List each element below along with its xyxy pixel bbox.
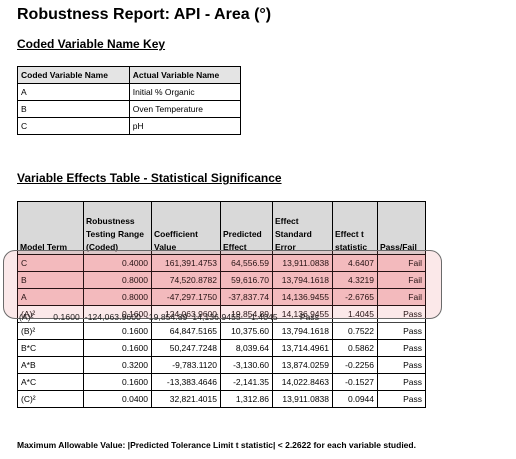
key-cell-actual: pH — [128, 117, 242, 135]
cell-standard-error: 13,794.1618 — [272, 322, 333, 340]
cell-coefficient: -9,783.1120 — [151, 356, 221, 374]
effects-header-model-term: Model Term — [17, 201, 84, 255]
cell-standard-error: 13,794.1618 — [272, 271, 333, 289]
cell-coefficient: -47,297.1750 — [151, 288, 221, 306]
cell-predicted-effect: 10,375.60 — [220, 322, 273, 340]
cell-range: 0.1600 — [83, 373, 152, 391]
cell-range: 0.4000 — [83, 254, 152, 272]
cell-predicted-effect: 8,039.64 — [220, 339, 273, 357]
cell-pass-fail: Fail — [377, 254, 426, 272]
variable-effects-heading: Variable Effects Table - Statistical Sig… — [17, 171, 282, 185]
key-header-coded: Coded Variable Name — [17, 66, 130, 84]
key-cell-coded: C — [17, 117, 130, 135]
cell-predicted-effect: -37,837.74 — [220, 288, 273, 306]
cell-standard-error: 14,136.9455 — [272, 288, 333, 306]
cell-range: 0.1600 — [83, 339, 152, 357]
cell-pass-fail: Pass — [377, 322, 426, 340]
cell-pass-fail: Pass — [377, 356, 426, 374]
cell-pass-fail: Fail — [377, 288, 426, 306]
cell-standard-error: 13,911.0838 — [272, 390, 333, 408]
effects-row: A*C 0.1600 -13,383.4646 -2,141.35 14,022.846… — [17, 373, 426, 391]
cell-pass-fail: Pass — [377, 339, 426, 357]
cell-standard-error: 14,022.8463 — [272, 373, 333, 391]
cell-t-statistic: 4.3219 — [332, 271, 378, 289]
cell-t-statistic: -2.6765 — [332, 288, 378, 306]
cell-coefficient: 161,391.4753 — [151, 254, 221, 272]
cell-model-term: (C)² — [17, 390, 84, 408]
cell-model-term: B — [17, 271, 84, 289]
cell-predicted-effect: 19,854.89 — [220, 305, 273, 323]
cell-coefficient: 32,821.4015 — [151, 390, 221, 408]
cell-t-statistic: 0.7522 — [332, 322, 378, 340]
key-cell-coded: A — [17, 83, 130, 101]
cell-range: 0.8000 — [83, 288, 152, 306]
key-cell-actual: Oven Temperature — [128, 100, 242, 118]
cell-standard-error: 14,136.9455 — [272, 305, 333, 323]
key-cell-coded: B — [17, 100, 130, 118]
cell-t-statistic: 0.0944 — [332, 390, 378, 408]
effects-row: A*B 0.3200 -9,783.1120 -3,130.60 13,874.0259… — [17, 356, 426, 374]
variable-effects-table: Model Term Robustness Testing Range (Cod… — [17, 201, 426, 408]
effects-row: (A)² 0.1600 124,063.9600 19,854.89 14,136.94… — [17, 305, 426, 323]
key-cell-actual: Initial % Organic — [128, 83, 242, 101]
cell-model-term: (B)² — [17, 322, 84, 340]
coded-variable-key-heading: Coded Variable Name Key — [17, 37, 166, 51]
cell-predicted-effect: 1,312.86 — [220, 390, 273, 408]
cell-pass-fail: Pass — [377, 305, 426, 323]
cell-model-term: C — [17, 254, 84, 272]
effects-row: (C)² 0.0400 32,821.4015 1,312.86 13,911.0838… — [17, 390, 426, 408]
cell-pass-fail: Fail — [377, 271, 426, 289]
cell-t-statistic: 4.6407 — [332, 254, 378, 272]
cell-range: 0.1600 — [83, 322, 152, 340]
footer-note: Maximum Allowable Value: |Predicted Tole… — [17, 440, 416, 450]
cell-t-statistic: 1.4045 — [332, 305, 378, 323]
effects-header-pass-fail: Pass/Fail — [377, 201, 426, 255]
effects-header-t-statistic: Effect t statistic — [332, 201, 378, 255]
cell-predicted-effect: -3,130.60 — [220, 356, 273, 374]
cell-predicted-effect: 59,616.70 — [220, 271, 273, 289]
cell-standard-error: 13,714.4961 — [272, 339, 333, 357]
cell-range: 0.8000 — [83, 271, 152, 289]
cell-standard-error: 13,874.0259 — [272, 356, 333, 374]
key-row: A Initial % Organic — [17, 83, 242, 101]
effects-row: B 0.8000 74,520.8782 59,616.70 13,794.1618 4.… — [17, 271, 426, 289]
cell-t-statistic: 0.5862 — [332, 339, 378, 357]
cell-coefficient: 124,063.9600 — [151, 305, 221, 323]
page-title: Robustness Report: API - Area (°) — [17, 6, 272, 23]
cell-range: 0.0400 — [83, 390, 152, 408]
cell-predicted-effect: 64,556.59 — [220, 254, 273, 272]
effects-row: (B)² 0.1600 64,847.5165 10,375.60 13,794.161… — [17, 322, 426, 340]
effects-row: B*C 0.1600 50,247.7248 8,039.64 13,714.4961 0… — [17, 339, 426, 357]
effects-header-coefficient: Coefficient Value — [151, 201, 221, 255]
coded-variable-key-table: Coded Variable Name Actual Variable Name… — [17, 66, 242, 135]
effects-row: C 0.4000 161,391.4753 64,556.59 13,911.0838 4… — [17, 254, 426, 272]
cell-model-term: A*C — [17, 373, 84, 391]
key-header-actual: Actual Variable Name — [128, 66, 242, 84]
effects-row: A 0.8000 -47,297.1750 -37,837.74 14,136.9455… — [17, 288, 426, 306]
effects-header-predicted-effect: Predicted Effect — [220, 201, 273, 255]
cell-pass-fail: Pass — [377, 390, 426, 408]
cell-model-term: B*C — [17, 339, 84, 357]
cell-coefficient: -13,383.4646 — [151, 373, 221, 391]
cell-range: 0.3200 — [83, 356, 152, 374]
cell-coefficient: 64,847.5165 — [151, 322, 221, 340]
effects-header-standard-error: Effect Standard Error — [272, 201, 333, 255]
cell-model-term: A — [17, 288, 84, 306]
cell-predicted-effect: -2,141.35 — [220, 373, 273, 391]
cell-standard-error: 13,911.0838 — [272, 254, 333, 272]
cell-t-statistic: -0.1527 — [332, 373, 378, 391]
cell-coefficient: 50,247.7248 — [151, 339, 221, 357]
effects-header-range: Robustness Testing Range (Coded) — [83, 201, 152, 255]
cell-coefficient: 74,520.8782 — [151, 271, 221, 289]
cell-model-term: (A)² — [17, 305, 84, 323]
cell-t-statistic: -0.2256 — [332, 356, 378, 374]
cell-pass-fail: Pass — [377, 373, 426, 391]
cell-range: 0.1600 — [83, 305, 152, 323]
key-row: B Oven Temperature — [17, 100, 242, 118]
cell-model-term: A*B — [17, 356, 84, 374]
